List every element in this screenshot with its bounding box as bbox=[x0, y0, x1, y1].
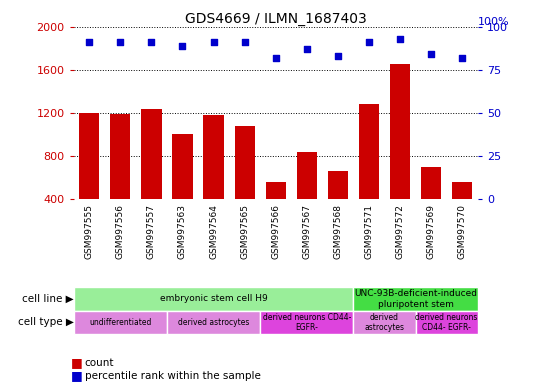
Text: GSM997556: GSM997556 bbox=[116, 204, 125, 259]
Text: 100%: 100% bbox=[478, 17, 509, 27]
Text: derived neurons CD44-
EGFR-: derived neurons CD44- EGFR- bbox=[263, 313, 351, 332]
Text: cell type ▶: cell type ▶ bbox=[18, 317, 74, 327]
Bar bbox=[416, 311, 478, 334]
Text: embryonic stem cell H9: embryonic stem cell H9 bbox=[159, 294, 268, 303]
Text: GSM997566: GSM997566 bbox=[271, 204, 280, 259]
Text: GSM997572: GSM997572 bbox=[395, 204, 405, 258]
Title: GDS4669 / ILMN_1687403: GDS4669 / ILMN_1687403 bbox=[185, 12, 366, 26]
Bar bbox=[390, 63, 410, 242]
Text: cell line ▶: cell line ▶ bbox=[22, 294, 74, 304]
Text: GSM997571: GSM997571 bbox=[365, 204, 373, 259]
Bar bbox=[235, 126, 255, 242]
Bar bbox=[296, 152, 317, 242]
Text: GSM997563: GSM997563 bbox=[178, 204, 187, 259]
Text: GSM997568: GSM997568 bbox=[334, 204, 342, 259]
Text: count: count bbox=[85, 358, 114, 368]
Bar bbox=[452, 182, 472, 242]
Point bbox=[302, 46, 311, 52]
Bar bbox=[353, 287, 478, 311]
Bar bbox=[204, 115, 224, 242]
Text: ■: ■ bbox=[71, 356, 83, 369]
Point bbox=[427, 51, 436, 58]
Text: ■: ■ bbox=[71, 369, 83, 382]
Point bbox=[116, 39, 124, 45]
Text: GSM997565: GSM997565 bbox=[240, 204, 249, 259]
Text: GSM997555: GSM997555 bbox=[85, 204, 94, 259]
Bar bbox=[79, 113, 99, 242]
Point bbox=[178, 43, 187, 49]
Bar bbox=[328, 171, 348, 242]
Text: GSM997564: GSM997564 bbox=[209, 204, 218, 258]
Text: GSM997569: GSM997569 bbox=[426, 204, 436, 259]
Bar bbox=[353, 311, 416, 334]
Bar bbox=[266, 182, 286, 242]
Bar bbox=[260, 311, 353, 334]
Bar bbox=[421, 167, 441, 242]
Point bbox=[147, 39, 156, 45]
Text: percentile rank within the sample: percentile rank within the sample bbox=[85, 371, 260, 381]
Point bbox=[458, 55, 467, 61]
Point bbox=[396, 36, 405, 42]
Bar bbox=[74, 311, 167, 334]
Point bbox=[240, 39, 249, 45]
Text: GSM997570: GSM997570 bbox=[458, 204, 467, 259]
Bar bbox=[74, 287, 353, 311]
Bar bbox=[110, 114, 130, 242]
Bar bbox=[173, 134, 193, 242]
Text: undifferentiated: undifferentiated bbox=[89, 318, 152, 327]
Bar bbox=[359, 104, 379, 242]
Text: derived neurons
CD44- EGFR-: derived neurons CD44- EGFR- bbox=[416, 313, 478, 332]
Point bbox=[209, 39, 218, 45]
Text: GSM997557: GSM997557 bbox=[147, 204, 156, 259]
Bar bbox=[167, 311, 260, 334]
Point bbox=[85, 39, 93, 45]
Text: derived
astrocytes: derived astrocytes bbox=[365, 313, 405, 332]
Text: derived astrocytes: derived astrocytes bbox=[178, 318, 250, 327]
Point bbox=[365, 39, 373, 45]
Text: GSM997567: GSM997567 bbox=[302, 204, 311, 259]
Point bbox=[271, 55, 280, 61]
Text: UNC-93B-deficient-induced
pluripotent stem: UNC-93B-deficient-induced pluripotent st… bbox=[354, 289, 477, 308]
Bar bbox=[141, 109, 162, 242]
Point bbox=[334, 53, 342, 59]
